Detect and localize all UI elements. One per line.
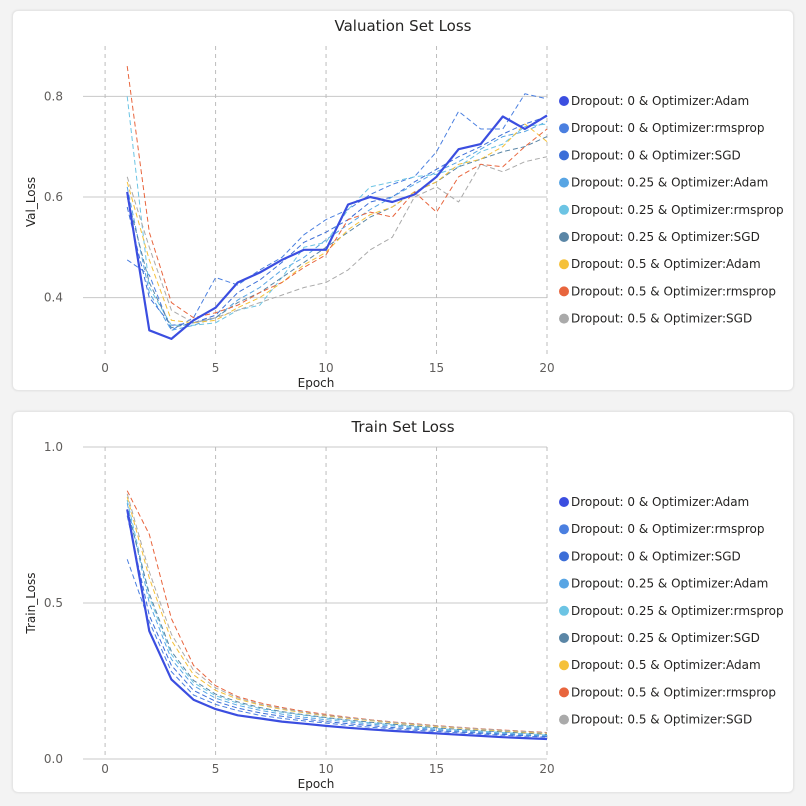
legend-label: Dropout: 0 & Optimizer:Adam [571,495,749,509]
series-line-dropout-0-optimizer-rmsprop [126,559,548,738]
series-line-dropout-0-5-optimizer-sgd [126,493,548,734]
series-line-dropout-0-25-optimizer-rmsprop [126,499,548,736]
legend-label: Dropout: 0.25 & Optimizer:rmsprop [571,203,784,217]
x-tick-label: 20 [539,361,554,375]
y-axis-label: Train_Loss [24,572,38,634]
legend-item-dropout-0-25-optimizer-sgd[interactable]: Dropout: 0.25 & Optimizer:SGD [559,631,760,645]
series-line-dropout-0-25-optimizer-sgd [126,509,548,735]
legend-label: Dropout: 0 & Optimizer:Adam [571,94,749,108]
legend-marker [559,96,569,106]
legend-item-dropout-0-optimizer-rmsprop[interactable]: Dropout: 0 & Optimizer:rmsprop [559,522,764,536]
val-loss-chart-card: Valuation Set Loss 0.4 0.6 0.8 0 5 10 15 20 Epoch… [12,10,794,391]
legend-marker [559,123,569,134]
x-tick-label: 0 [101,762,109,776]
x-tick-label: 5 [212,361,220,375]
legend-item-dropout-0-25-optimizer-rmsprop[interactable]: Dropout: 0.25 & Optimizer:rmsprop [559,604,784,618]
series-line-dropout-0-25-optimizer-adam [126,503,548,737]
val-loss-chart: Valuation Set Loss 0.4 0.6 0.8 0 5 10 15 20 Epoch… [24,17,784,390]
legend-label: Dropout: 0.25 & Optimizer:Adam [571,176,768,190]
series-line-dropout-0-5-optimizer-adam [126,496,548,734]
y-tick-label: 0.6 [44,190,63,204]
legend-marker [559,687,569,698]
legend-marker [559,551,569,562]
series-line-dropout-0-optimizer-adam [126,509,548,741]
series-line-dropout-0-optimizer-adam [126,114,548,340]
legend-label: Dropout: 0.5 & Optimizer:Adam [571,257,761,271]
x-tick-label: 15 [429,762,444,776]
series-line-dropout-0-optimizer-sgd [126,515,548,737]
legend-marker [559,313,569,324]
y-tick-label: 0.5 [44,596,63,610]
legend-label: Dropout: 0 & Optimizer:SGD [571,549,741,563]
legend-label: Dropout: 0.25 & Optimizer:rmsprop [571,604,784,618]
legend-item-dropout-0-5-optimizer-rmsprop[interactable]: Dropout: 0.5 & Optimizer:rmsprop [559,284,776,298]
legend-item-dropout-0-25-optimizer-adam[interactable]: Dropout: 0.25 & Optimizer:Adam [559,176,768,190]
x-tick-label: 10 [318,762,333,776]
legend-item-dropout-0-25-optimizer-sgd[interactable]: Dropout: 0.25 & Optimizer:SGD [559,230,760,244]
series-line-dropout-0-5-optimizer-sgd [126,156,548,324]
train-loss-chart: Train Set Loss 0.0 0.5 1.0 0 5 10 15 20 Epoch Trai… [24,418,784,791]
legend-marker [559,524,569,535]
legend-marker [559,578,569,589]
legend-marker [559,497,569,507]
x-tick-label: 5 [212,762,220,776]
series-line-dropout-0-optimizer-rmsprop [126,93,548,331]
series-line-dropout-0-5-optimizer-rmsprop [126,66,548,319]
legend-label: Dropout: 0.5 & Optimizer:SGD [571,713,752,727]
legend-marker [559,714,569,725]
x-tick-label: 10 [318,361,333,375]
x-axis-label: Epoch [298,376,335,390]
series-line-dropout-0-25-optimizer-adam [126,121,548,331]
train-loss-chart-card: Train Set Loss 0.0 0.5 1.0 0 5 10 15 20 Epoch Trai… [12,411,794,793]
y-axis-label: Val_Loss [24,177,38,227]
legend-item-dropout-0-optimizer-sgd[interactable]: Dropout: 0 & Optimizer:SGD [559,549,741,563]
x-tick-label: 0 [101,361,109,375]
legend-label: Dropout: 0 & Optimizer:rmsprop [571,522,764,536]
legend-marker [559,605,569,616]
series-line-dropout-0-25-optimizer-rmsprop [126,96,548,326]
y-tick-label: 0.0 [44,752,63,766]
legend-item-dropout-0-5-optimizer-sgd[interactable]: Dropout: 0.5 & Optimizer:SGD [559,713,752,727]
legend-item-dropout-0-optimizer-sgd[interactable]: Dropout: 0 & Optimizer:SGD [559,148,741,162]
y-tick-label: 0.8 [44,89,63,103]
chart-title: Valuation Set Loss [335,17,472,35]
legend-marker [559,633,569,643]
legend-label: Dropout: 0 & Optimizer:rmsprop [571,121,764,135]
legend-label: Dropout: 0.5 & Optimizer:SGD [571,312,752,326]
legend-marker [559,177,569,188]
legend-label: Dropout: 0.25 & Optimizer:Adam [571,577,768,591]
legend-label: Dropout: 0.25 & Optimizer:SGD [571,230,760,244]
legend-item-dropout-0-optimizer-adam[interactable]: Dropout: 0 & Optimizer:Adam [559,495,749,509]
legend-item-dropout-0-25-optimizer-adam[interactable]: Dropout: 0.25 & Optimizer:Adam [559,577,768,591]
x-tick-label: 15 [429,361,444,375]
legend-label: Dropout: 0.5 & Optimizer:Adam [571,658,761,672]
legend-marker [559,204,569,215]
legend-label: Dropout: 0 & Optimizer:SGD [571,148,741,162]
legend-item-dropout-0-5-optimizer-sgd[interactable]: Dropout: 0.5 & Optimizer:SGD [559,312,752,326]
chart-title: Train Set Loss [350,418,454,436]
legend-label: Dropout: 0.25 & Optimizer:SGD [571,631,760,645]
legend-item-dropout-0-5-optimizer-adam[interactable]: Dropout: 0.5 & Optimizer:Adam [559,257,761,271]
x-axis-label: Epoch [298,777,335,791]
legend-item-dropout-0-25-optimizer-rmsprop[interactable]: Dropout: 0.25 & Optimizer:rmsprop [559,203,784,217]
legend-item-dropout-0-5-optimizer-rmsprop[interactable]: Dropout: 0.5 & Optimizer:rmsprop [559,685,776,699]
legend-label: Dropout: 0.5 & Optimizer:rmsprop [571,284,776,298]
y-tick-label: 0.4 [44,291,63,305]
legend-marker [559,660,569,671]
legend-item-dropout-0-optimizer-rmsprop[interactable]: Dropout: 0 & Optimizer:rmsprop [559,121,764,135]
legend-marker [559,286,569,297]
y-tick-label: 1.0 [44,440,63,454]
legend-marker [559,232,569,242]
legend-marker [559,259,569,270]
x-tick-label: 20 [539,762,554,776]
legend-item-dropout-0-5-optimizer-adam[interactable]: Dropout: 0.5 & Optimizer:Adam [559,658,761,672]
legend-marker [559,150,569,161]
legend-item-dropout-0-optimizer-adam[interactable]: Dropout: 0 & Optimizer:Adam [559,94,749,108]
series-line-dropout-0-5-optimizer-adam [126,123,548,324]
legend-label: Dropout: 0.5 & Optimizer:rmsprop [571,685,776,699]
